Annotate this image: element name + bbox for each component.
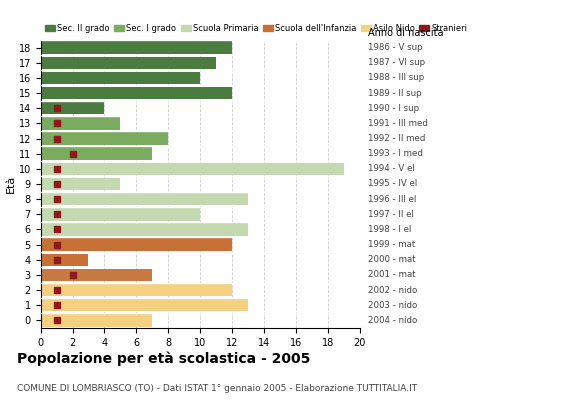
Text: 1987 - VI sup: 1987 - VI sup	[368, 58, 425, 67]
Text: 2004 - nido: 2004 - nido	[368, 316, 418, 325]
Text: 2003 - nido: 2003 - nido	[368, 301, 418, 310]
Text: 1989 - II sup: 1989 - II sup	[368, 88, 422, 98]
Text: 1994 - V el: 1994 - V el	[368, 164, 415, 173]
Text: 1986 - V sup: 1986 - V sup	[368, 43, 423, 52]
Text: Anno di nascita: Anno di nascita	[368, 28, 444, 38]
Text: 2000 - mat: 2000 - mat	[368, 255, 416, 264]
Bar	[41, 41, 232, 54]
Text: 1993 - I med: 1993 - I med	[368, 149, 423, 158]
Bar	[41, 148, 153, 160]
Bar	[41, 178, 121, 190]
Bar	[41, 132, 168, 145]
Bar	[41, 299, 248, 312]
Y-axis label: Età: Età	[6, 175, 16, 193]
Text: 2001 - mat: 2001 - mat	[368, 270, 416, 280]
Bar	[41, 102, 104, 114]
Bar	[41, 72, 200, 84]
Bar	[41, 284, 232, 296]
Bar	[41, 223, 248, 236]
Bar	[41, 208, 200, 220]
Text: 1992 - II med: 1992 - II med	[368, 134, 426, 143]
Text: 1991 - III med: 1991 - III med	[368, 119, 428, 128]
Text: 1990 - I sup: 1990 - I sup	[368, 104, 419, 113]
Bar	[41, 56, 216, 69]
Bar	[41, 254, 89, 266]
Bar	[41, 193, 248, 205]
Text: 1996 - III el: 1996 - III el	[368, 195, 416, 204]
Text: 1997 - II el: 1997 - II el	[368, 210, 414, 219]
Text: 1999 - mat: 1999 - mat	[368, 240, 415, 249]
Text: 1998 - I el: 1998 - I el	[368, 225, 412, 234]
Text: COMUNE DI LOMBRIASCO (TO) - Dati ISTAT 1° gennaio 2005 - Elaborazione TUTTITALIA: COMUNE DI LOMBRIASCO (TO) - Dati ISTAT 1…	[17, 384, 418, 393]
Bar	[41, 87, 232, 99]
Text: Popolazione per età scolastica - 2005: Popolazione per età scolastica - 2005	[17, 352, 311, 366]
Bar	[41, 117, 121, 130]
Bar	[41, 238, 232, 251]
Bar	[41, 269, 153, 281]
Legend: Sec. II grado, Sec. I grado, Scuola Primaria, Scuola dell'Infanzia, Asilo Nido, : Sec. II grado, Sec. I grado, Scuola Prim…	[45, 24, 468, 33]
Bar	[41, 163, 344, 175]
Text: 2002 - nido: 2002 - nido	[368, 286, 418, 295]
Bar	[41, 314, 153, 327]
Text: 1995 - IV el: 1995 - IV el	[368, 180, 418, 188]
Text: 1988 - III sup: 1988 - III sup	[368, 73, 425, 82]
